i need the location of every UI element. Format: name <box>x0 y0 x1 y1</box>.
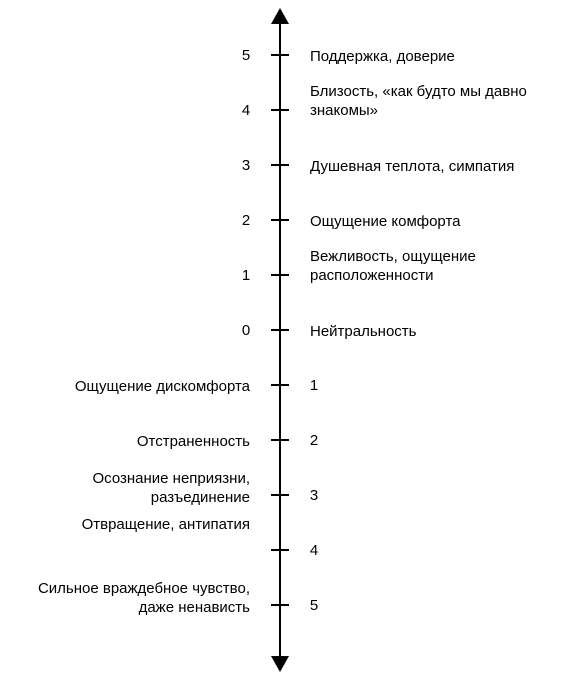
scale-number: 0 <box>236 323 256 338</box>
scale-label: Душевная теплота, симпатия <box>310 158 550 177</box>
scale-label: Поддержка, доверие <box>310 48 550 67</box>
scale-label: Осознание неприязни, разъединение <box>10 470 250 508</box>
tick <box>271 494 289 496</box>
tick <box>271 439 289 441</box>
axis-line <box>279 18 281 662</box>
scale-label: Ощущение дискомфорта <box>10 378 250 397</box>
tick <box>271 549 289 551</box>
scale-number: 1 <box>304 378 324 393</box>
scale-number: 3 <box>304 488 324 503</box>
scale-label: Близость, «как будто мы давно знакомы» <box>310 83 550 121</box>
scale-diagram: 5 Поддержка, доверие 4 Близость, «как бу… <box>0 0 563 680</box>
scale-number: 5 <box>304 598 324 613</box>
scale-label: Сильное враждебное чувство, даже ненавис… <box>10 580 250 618</box>
tick <box>271 384 289 386</box>
tick <box>271 274 289 276</box>
scale-number: 3 <box>236 158 256 173</box>
arrow-up-icon <box>271 8 289 24</box>
tick <box>271 109 289 111</box>
scale-number: 5 <box>236 48 256 63</box>
scale-number: 4 <box>236 103 256 118</box>
scale-label: Ощущение комфорта <box>310 213 550 232</box>
scale-label: Отстраненность <box>10 433 250 452</box>
tick <box>271 54 289 56</box>
tick <box>271 329 289 331</box>
scale-label: Вежливость, ощущение расположенности <box>310 248 550 286</box>
scale-number: 2 <box>304 433 324 448</box>
scale-label: Нейтральность <box>310 323 550 342</box>
tick <box>271 604 289 606</box>
arrow-down-icon <box>271 656 289 672</box>
scale-number: 2 <box>236 213 256 228</box>
scale-number: 4 <box>304 543 324 558</box>
tick <box>271 164 289 166</box>
scale-number: 1 <box>236 268 256 283</box>
tick <box>271 219 289 221</box>
scale-label: Отвращение, антипатия <box>10 516 250 535</box>
